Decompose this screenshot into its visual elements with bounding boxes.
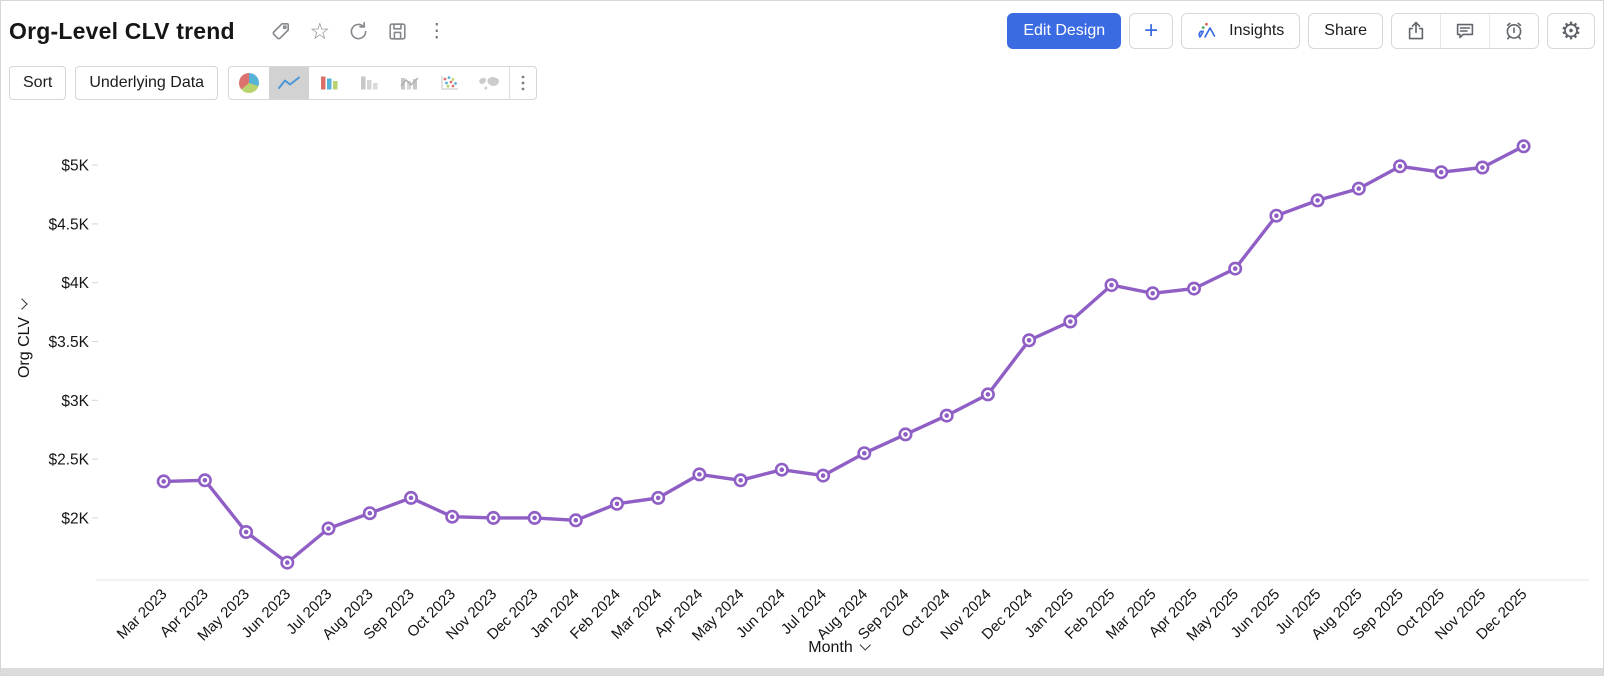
data-point-jul-2025[interactable] xyxy=(1310,193,1325,208)
page-title: Org-Level CLV trend xyxy=(9,17,235,44)
chart-type-combo-gray-icon[interactable] xyxy=(389,67,429,99)
zia-insights-icon xyxy=(1197,21,1221,42)
data-point-jun-2024[interactable] xyxy=(774,462,789,477)
chart-type-more-icon[interactable] xyxy=(509,67,536,99)
y-tick-label: $2K xyxy=(61,510,89,527)
data-point-nov-2023[interactable] xyxy=(486,510,501,525)
chart-type-map-icon[interactable] xyxy=(469,67,509,99)
y-tick-label: $5K xyxy=(61,158,89,175)
data-point-aug-2025[interactable] xyxy=(1351,181,1366,196)
title-action-icons: ☆ ⋮ xyxy=(269,19,449,43)
chevron-down-icon xyxy=(16,298,28,310)
data-point-nov-2024[interactable] xyxy=(980,387,995,402)
horizontal-scrollbar[interactable] xyxy=(1,668,1603,675)
insights-button-label: Insights xyxy=(1229,22,1285,39)
chart-type-column-gray-icon[interactable] xyxy=(349,67,389,99)
data-point-oct-2024[interactable] xyxy=(939,408,954,423)
data-point-sep-2023[interactable] xyxy=(404,490,418,505)
y-tick-label: $2.5K xyxy=(48,452,89,469)
data-point-mar-2023[interactable] xyxy=(156,474,171,489)
settings-button[interactable]: ⚙ xyxy=(1547,13,1595,49)
data-point-nov-2025[interactable] xyxy=(1475,160,1490,175)
sort-button[interactable]: Sort xyxy=(9,66,67,100)
y-axis-title-label: Org CLV xyxy=(16,316,33,379)
data-point-apr-2024[interactable] xyxy=(692,467,707,482)
insights-button[interactable]: Insights xyxy=(1181,13,1301,49)
gear-icon: ⚙ xyxy=(1560,17,1582,45)
data-point-dec-2024[interactable] xyxy=(1022,333,1037,348)
edit-design-button[interactable]: Edit Design xyxy=(1007,13,1122,49)
trend-line xyxy=(161,144,1526,565)
data-point-dec-2025[interactable] xyxy=(1516,139,1531,154)
data-point-sep-2024[interactable] xyxy=(898,427,913,442)
export-icon[interactable] xyxy=(1392,14,1440,48)
data-point-jun-2025[interactable] xyxy=(1269,208,1284,223)
data-point-aug-2023[interactable] xyxy=(362,506,377,521)
y-tick-label: $4.5K xyxy=(48,216,89,233)
tag-icon[interactable] xyxy=(269,19,293,43)
x-axis-title-label: Month xyxy=(808,639,853,656)
y-tick-label: $3.5K xyxy=(48,334,89,351)
data-point-may-2023[interactable] xyxy=(239,525,254,539)
add-button[interactable]: + xyxy=(1129,13,1174,49)
share-button[interactable]: Share xyxy=(1308,13,1383,49)
comment-icon[interactable] xyxy=(1440,14,1489,48)
y-tick-label: $3K xyxy=(61,393,89,410)
data-point-oct-2023[interactable] xyxy=(445,509,460,524)
data-point-jul-2023[interactable] xyxy=(321,521,336,536)
chart-toolbar: Sort Underlying Data xyxy=(1,61,1603,103)
title-bar: Org-Level CLV trend ☆ ⋮ Edit Design + xyxy=(1,1,1603,61)
y-tick-label: $4K xyxy=(61,275,89,292)
more-vertical-icon[interactable]: ⋮ xyxy=(427,20,447,42)
alert-icon[interactable] xyxy=(1489,14,1538,48)
data-point-mar-2024[interactable] xyxy=(651,490,666,505)
utility-icon-group xyxy=(1391,13,1539,49)
chart-type-selector xyxy=(228,66,538,100)
data-point-may-2025[interactable] xyxy=(1228,261,1243,276)
data-point-feb-2025[interactable] xyxy=(1104,278,1119,293)
header-actions: Edit Design + Insights Share xyxy=(1007,13,1595,49)
data-point-aug-2024[interactable] xyxy=(857,446,872,461)
data-point-apr-2025[interactable] xyxy=(1187,281,1201,296)
save-icon[interactable] xyxy=(386,19,410,43)
refresh-icon[interactable] xyxy=(347,19,371,43)
data-point-mar-2025[interactable] xyxy=(1145,286,1160,301)
data-point-jan-2025[interactable] xyxy=(1063,314,1078,329)
data-point-feb-2024[interactable] xyxy=(610,496,624,511)
data-point-oct-2025[interactable] xyxy=(1434,165,1449,180)
chart-type-line-icon[interactable] xyxy=(269,67,310,99)
data-point-dec-2023[interactable] xyxy=(527,510,542,525)
data-point-jul-2024[interactable] xyxy=(816,468,831,483)
data-point-jun-2023[interactable] xyxy=(280,555,295,570)
data-point-jan-2024[interactable] xyxy=(568,513,583,528)
data-point-sep-2025[interactable] xyxy=(1393,159,1407,174)
chart-type-bar-icon[interactable] xyxy=(309,67,349,99)
y-axis-title[interactable]: Org CLV xyxy=(16,298,34,379)
underlying-data-button[interactable]: Underlying Data xyxy=(75,66,219,100)
chevron-down-icon xyxy=(860,639,872,651)
chart-type-scatter-icon[interactable] xyxy=(429,67,469,99)
star-icon[interactable]: ☆ xyxy=(309,17,331,44)
data-point-apr-2023[interactable] xyxy=(197,473,212,488)
chart-type-pie-icon[interactable] xyxy=(229,67,269,99)
x-axis-title[interactable]: Month xyxy=(808,639,872,657)
data-point-may-2024[interactable] xyxy=(733,473,748,488)
